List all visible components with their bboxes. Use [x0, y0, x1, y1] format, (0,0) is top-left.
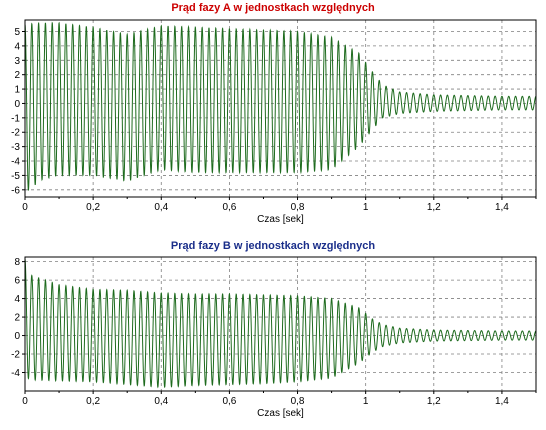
y-tick-label: 5: [14, 27, 20, 38]
x-tick-label: 0,6: [222, 396, 236, 407]
x-tick-label: 1: [363, 396, 369, 407]
chart-phase-b: 8 6 4 2 0 -2 -4 0 0,2 0,4 0,6 0,8 1 1,2 1,4 Czas [sek]: [11, 256, 537, 419]
y-tick-label: 1: [14, 85, 20, 96]
chart-panel-phase-b: Prąd fazy B w jednostkach względnych 8 6 4…: [0, 238, 546, 430]
chart-title: Prąd fazy B w jednostkach względnych: [170, 240, 376, 252]
x-tick-label: 1: [363, 202, 369, 213]
x-tick-label: 0: [22, 202, 28, 213]
y-tick-label: -4: [11, 368, 20, 379]
x-tick-label: 0,4: [154, 396, 168, 407]
y-tick-label: -4: [11, 157, 20, 168]
x-tick-label: 0,6: [222, 202, 236, 213]
y-tick-label: 2: [14, 313, 20, 324]
y-tick-label: 0: [14, 99, 20, 110]
y-tick-label: 4: [14, 41, 20, 52]
y-tick-label: 3: [14, 56, 20, 67]
x-tick-label: 1,2: [427, 202, 441, 213]
y-tick-label: -2: [11, 350, 20, 361]
x-tick-label: 0,4: [154, 202, 168, 213]
y-tick-label: -1: [11, 113, 20, 124]
x-tick-label: 0,8: [291, 396, 305, 407]
chart-panel-phase-a: Prąd fazy A w jednostkach względnych 5 4 3…: [11, 2, 537, 225]
series-line: [24, 21, 537, 191]
series-line: [24, 258, 537, 389]
plot-border: [24, 256, 537, 392]
plot-area: [24, 256, 537, 392]
x-tick-label: 0,2: [86, 202, 100, 213]
y-tick-label: 4: [14, 294, 20, 305]
y-tick-label: 6: [14, 276, 20, 287]
x-tick-label: 0: [22, 396, 28, 407]
x-tick-label: 1,2: [427, 396, 441, 407]
x-tick-label: 1,4: [495, 202, 509, 213]
y-tick-label: 0: [14, 331, 20, 342]
plot-border: [24, 19, 537, 198]
x-axis-label: Czas [sek]: [257, 214, 304, 225]
y-tick-label: -6: [11, 185, 20, 196]
y-tick-label: 2: [14, 70, 20, 81]
y-tick-label: -5: [11, 171, 20, 182]
y-tick-label: -2: [11, 128, 20, 139]
y-tick-label: 8: [14, 257, 20, 268]
x-axis-label: Czas [sek]: [257, 408, 304, 419]
x-tick-label: 1,4: [495, 396, 509, 407]
y-tick-label: -3: [11, 142, 20, 153]
x-tick-label: 0,8: [291, 202, 305, 213]
x-tick-label: 0,2: [86, 396, 100, 407]
chart-title: Prąd fazy A w jednostkach względnych: [171, 2, 375, 14]
